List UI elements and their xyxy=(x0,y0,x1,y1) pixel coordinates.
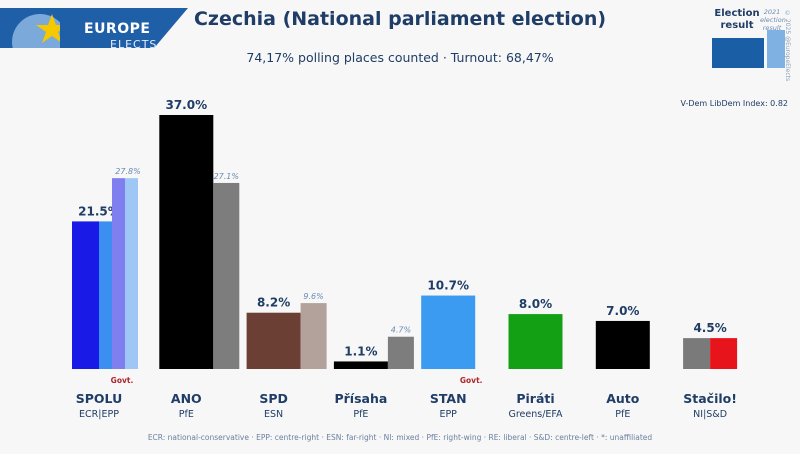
group-label-2: ESN xyxy=(264,409,283,420)
bar-prev-label-1: 27.1% xyxy=(214,172,239,181)
category-label-0: SPOLU xyxy=(76,391,122,406)
legend-election-result: Election result xyxy=(714,8,760,31)
page-title: Czechia (National parliament election) xyxy=(193,8,607,30)
bar-label-4: 10.7% xyxy=(427,279,469,293)
bar-label-2: 8.2% xyxy=(257,296,290,310)
legend: Election result 2021 election result xyxy=(712,8,788,68)
bar-2-prev xyxy=(300,303,327,369)
category-label-2: SPD xyxy=(259,391,288,406)
bar-7-current-seg-0 xyxy=(683,338,711,369)
category-label-6: Auto xyxy=(606,391,640,406)
bar-3-current-seg-0 xyxy=(333,361,388,369)
legend-swatch-current xyxy=(712,38,764,68)
group-label-0: ECR|EPP xyxy=(79,409,119,420)
bar-label-5: 8.0% xyxy=(519,297,552,311)
bar-6-current-seg-0 xyxy=(595,320,650,369)
vdem-index: V-Dem LibDem Index: 0.82 xyxy=(680,99,788,108)
bar-2-current-seg-0 xyxy=(246,312,301,369)
europe-elects-logo: EUROPE ELECTS xyxy=(0,8,188,48)
group-label-5: Greens/EFA xyxy=(508,409,563,420)
bar-0-current-seg-0 xyxy=(72,221,99,369)
bar-label-1: 37.0% xyxy=(165,98,207,112)
bar-prev-label-0: 27.8% xyxy=(115,167,140,176)
subtitle: 74,17% polling places counted · Turnout:… xyxy=(246,50,554,65)
bar-1-current-seg-0 xyxy=(159,115,214,369)
legend-2021: 2021 election result xyxy=(760,8,786,32)
category-label-4: STAN xyxy=(430,391,467,406)
logo-text-elects: ELECTS xyxy=(110,38,158,51)
category-label-7: Stačilo! xyxy=(683,391,737,406)
bar-prev-label-3: 4.7% xyxy=(391,326,411,335)
star-icon xyxy=(12,14,68,48)
bar-3-prev xyxy=(387,336,414,369)
bar-4-current-seg-0 xyxy=(421,295,476,369)
footnote: ECR: national-conservative · EPP: centre… xyxy=(147,433,653,442)
group-label-7: NI|S&D xyxy=(693,409,727,420)
bar-prev-label-2: 9.6% xyxy=(303,292,323,301)
bar-label-0: 21.5% xyxy=(78,204,120,218)
group-label-3: PfE xyxy=(353,409,368,420)
bar-7-current-seg-1 xyxy=(710,338,738,369)
category-label-1: ANO xyxy=(171,391,202,406)
bar-0-prev-seg-1 xyxy=(125,178,138,369)
bar-0-prev-seg-0 xyxy=(112,178,125,369)
category-label-3: Přísaha xyxy=(334,391,387,406)
bar-5-current-seg-0 xyxy=(508,314,563,369)
bar-label-7: 4.5% xyxy=(693,321,726,335)
bar-1-prev xyxy=(213,182,240,369)
legend-swatch-previous xyxy=(767,30,785,68)
copyright: © 2025 @EuropeElects xyxy=(784,10,791,82)
logo-text-europe: EUROPE xyxy=(84,21,151,37)
category-label-5: Piráti xyxy=(516,391,554,406)
group-label-4: EPP xyxy=(439,409,457,420)
bar-label-3: 1.1% xyxy=(344,344,377,358)
group-label-6: PfE xyxy=(615,409,630,420)
group-label-1: PfE xyxy=(179,409,194,420)
govt-label-0: Govt. xyxy=(111,376,134,385)
govt-label-4: Govt. xyxy=(460,376,483,385)
bar-label-6: 7.0% xyxy=(606,304,639,318)
